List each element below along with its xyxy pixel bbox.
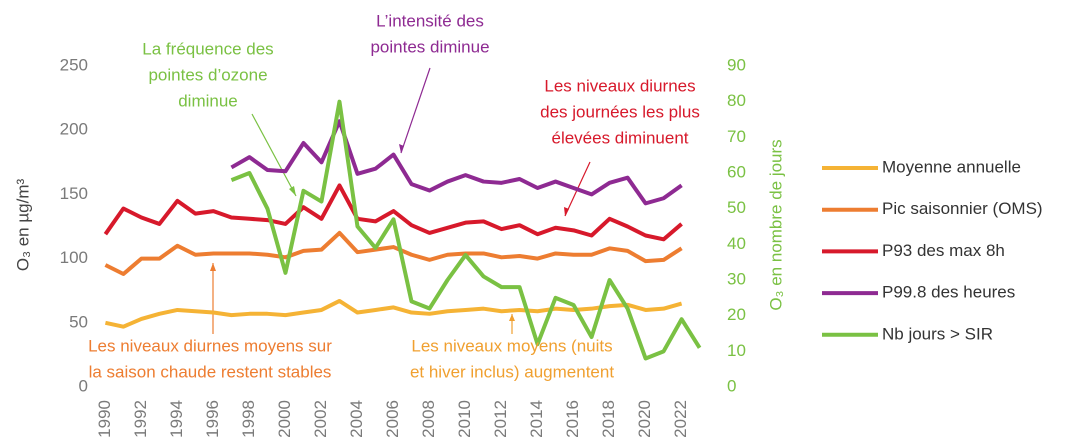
y2-tick-label: 20 [727,305,746,324]
y2-tick-label: 30 [727,269,746,288]
annotation: Les niveaux moyens (nuits [411,336,612,355]
y2-tick-label: 40 [727,234,746,253]
legend-label: P93 des max 8h [882,241,1005,260]
x-tick-label: 2006 [383,400,402,438]
legend-label: P99.8 des heures [882,283,1015,302]
series-line [230,99,702,361]
annotation: diminue [178,91,238,110]
y2-tick-label: 90 [727,55,746,74]
annotation: pointes d’ozone [148,65,267,84]
y-tick-label: 0 [79,376,88,395]
arrow [400,67,431,154]
annotation: et hiver inclus) augmentent [410,362,614,381]
y-tick-label: 150 [60,184,88,203]
y2-tick-label: 10 [727,341,746,360]
arrows [210,67,591,334]
x-tick-label: 2000 [275,400,294,438]
legend-label: Moyenne annuelle [882,157,1021,176]
legend-label: Pic saisonnier (OMS) [882,199,1043,218]
x-tick-label: 2018 [599,400,618,438]
y2-axis-label: O₃ en nombre de jours [766,139,785,310]
x-tick-label: 2010 [455,400,474,438]
x-tick-label: 2020 [635,400,654,438]
annotation: Les niveaux diurnes [544,76,695,95]
arrowhead [509,314,515,321]
annotation: La fréquence des [142,39,273,58]
x-tick-label: 2002 [311,400,330,438]
arrowhead [210,263,216,271]
y2-tick-label: 80 [727,91,746,110]
annotation: Les niveaux diurnes moyens sur [88,336,332,355]
series-line [230,119,683,206]
annotation: pointes diminue [370,37,489,56]
y-axis-label: O₃ en µg/m³ [13,179,32,272]
series-line [104,230,683,277]
legend-label: Nb jours > SIR [882,324,993,343]
x-tick-label: 2014 [527,400,546,438]
x-tick-label: 1994 [167,400,186,438]
y2-tick-label: 60 [727,162,746,181]
x-tick-label: 2008 [419,400,438,438]
arrow [251,113,297,197]
y2-tick-label: 0 [727,376,736,395]
x-tick-label: 2012 [491,400,510,438]
y2-tick-label: 50 [727,198,746,217]
y-tick-label: 50 [69,312,88,331]
annotation: élevées diminuent [551,128,688,147]
annotation: des journées les plus [540,102,700,121]
annotation: la saison chaude restent stables [89,362,332,381]
annotation: L’intensité des [376,11,484,30]
x-tick-label: 1992 [131,400,150,438]
arrowhead [289,186,296,196]
x-tick-label: 1998 [239,400,258,438]
x-tick-label: 2016 [563,400,582,438]
y2-tick-label: 70 [727,127,746,146]
x-tick-label: 1990 [95,400,114,438]
series-line [104,298,683,329]
y-tick-label: 250 [60,55,88,74]
x-tick-label: 2004 [347,400,366,438]
y-tick-label: 200 [60,120,88,139]
arrowhead [564,207,569,216]
arrowhead [399,144,404,153]
y-tick-label: 100 [60,248,88,267]
series-line [103,183,683,242]
x-tick-label: 1996 [203,400,222,438]
x-tick-label: 2022 [671,400,690,438]
